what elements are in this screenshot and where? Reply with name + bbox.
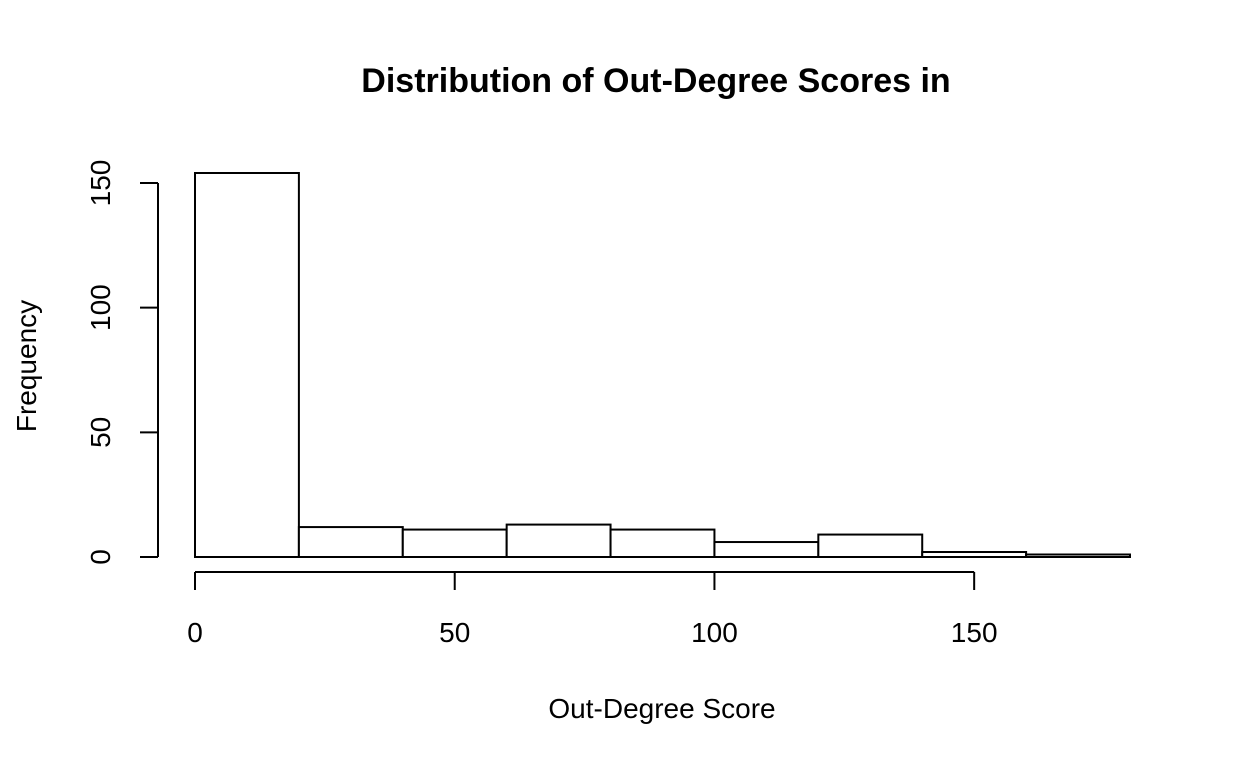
histogram-bars	[194, 172, 1131, 559]
x-tick-label: 50	[439, 617, 470, 648]
y-tick-label: 150	[85, 160, 116, 207]
histogram-bar	[713, 541, 820, 558]
x-axis: 0 50 100 150	[187, 571, 998, 648]
histogram-bar	[609, 528, 716, 558]
histogram-bar	[194, 172, 300, 558]
x-tick-label: 150	[951, 617, 998, 648]
y-axis: 0 50 100 150	[85, 160, 159, 565]
y-tick-label: 0	[85, 549, 116, 565]
y-tick-label: 100	[85, 284, 116, 331]
histogram-bar	[401, 528, 508, 558]
histogram-bar	[921, 551, 1028, 559]
histogram-bar	[1025, 553, 1131, 558]
y-axis-label: Frequency	[11, 300, 42, 432]
chart-title: Distribution of Out-Degree Scores in	[361, 62, 950, 100]
x-axis-label: Out-Degree Score	[548, 693, 775, 724]
histogram-bar	[817, 533, 924, 559]
histogram-bar	[505, 523, 612, 558]
x-tick-label: 0	[187, 617, 203, 648]
histogram-bar	[297, 526, 404, 559]
x-tick-label: 100	[691, 617, 738, 648]
y-tick-label: 50	[85, 417, 116, 448]
